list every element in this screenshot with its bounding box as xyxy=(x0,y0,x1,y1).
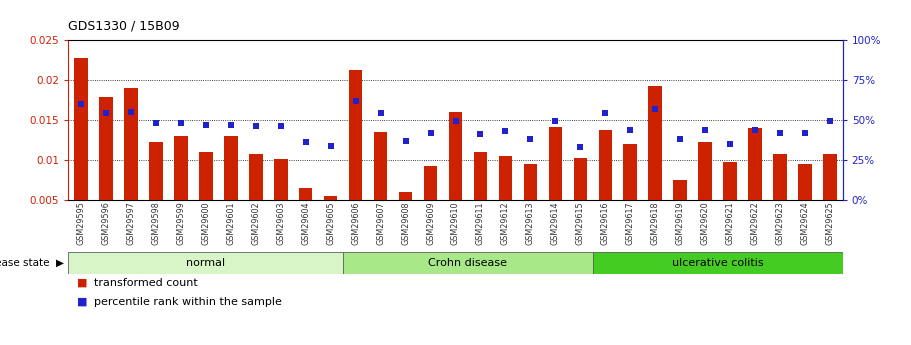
Bar xyxy=(474,152,487,200)
Bar xyxy=(148,142,163,200)
Bar xyxy=(99,97,113,200)
Bar xyxy=(224,136,238,200)
Bar xyxy=(374,132,387,200)
Bar xyxy=(824,154,837,200)
Bar xyxy=(623,144,637,200)
Bar xyxy=(574,158,588,200)
Bar xyxy=(448,112,463,200)
Bar xyxy=(548,127,562,200)
Bar xyxy=(299,188,312,200)
Text: disease state  ▶: disease state ▶ xyxy=(0,258,64,268)
Bar xyxy=(773,154,787,200)
Text: percentile rank within the sample: percentile rank within the sample xyxy=(94,297,281,307)
Bar xyxy=(524,164,537,200)
Text: ■: ■ xyxy=(77,297,88,307)
Bar xyxy=(699,142,712,200)
Bar xyxy=(249,154,262,200)
Bar xyxy=(124,88,138,200)
Bar xyxy=(343,252,593,274)
Bar xyxy=(199,152,212,200)
Bar xyxy=(349,70,363,200)
Bar xyxy=(798,164,812,200)
Bar xyxy=(424,166,437,200)
Text: normal: normal xyxy=(186,258,225,268)
Bar xyxy=(174,136,188,200)
Text: GDS1330 / 15B09: GDS1330 / 15B09 xyxy=(68,20,180,33)
Bar xyxy=(498,156,512,200)
Text: ■: ■ xyxy=(77,278,88,288)
Text: ulcerative colitis: ulcerative colitis xyxy=(672,258,763,268)
Bar xyxy=(399,192,413,200)
Bar xyxy=(274,159,288,200)
Bar xyxy=(599,129,612,200)
Bar xyxy=(649,86,662,200)
Bar xyxy=(74,58,87,200)
Bar xyxy=(68,252,343,274)
Bar xyxy=(723,161,737,200)
Bar xyxy=(673,180,687,200)
Text: Crohn disease: Crohn disease xyxy=(428,258,507,268)
Text: transformed count: transformed count xyxy=(94,278,198,288)
Bar xyxy=(748,128,763,200)
Bar xyxy=(593,252,843,274)
Bar xyxy=(323,196,337,200)
